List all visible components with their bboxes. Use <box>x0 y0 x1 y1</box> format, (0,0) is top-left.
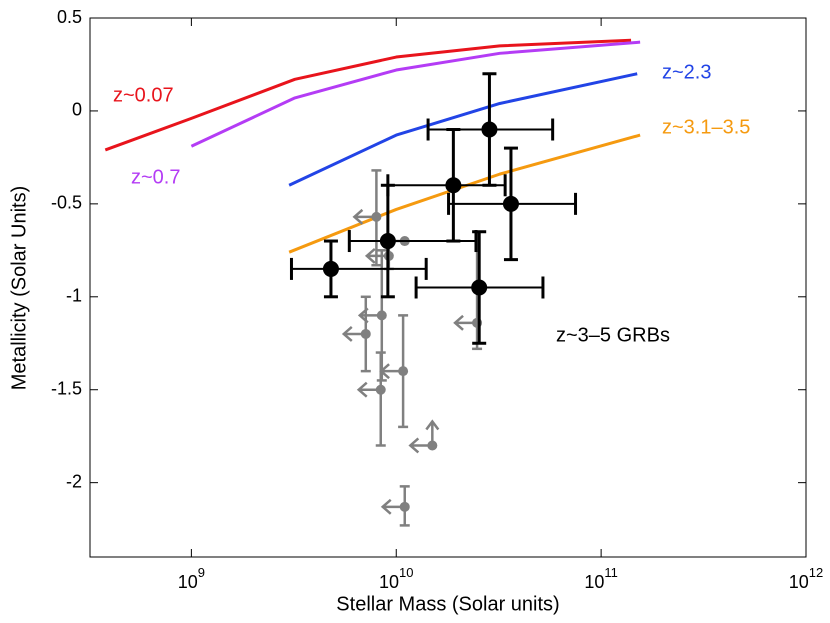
point <box>379 233 396 250</box>
curve <box>104 38 632 152</box>
x-axis-label: Stellar Mass (Solar units) <box>336 593 559 615</box>
point <box>445 177 462 194</box>
y-tick-label: -0.5 <box>51 193 82 213</box>
series-label: z~3.1–3.5 <box>662 116 750 138</box>
series-label: z~3–5 GRBs <box>556 324 670 346</box>
point <box>322 260 339 277</box>
x-tick-label: 1012 <box>789 565 824 591</box>
point <box>399 501 410 512</box>
point <box>360 328 371 339</box>
series-label: z~0.07 <box>113 84 174 106</box>
point <box>371 211 382 222</box>
y-tick-label: -2 <box>66 471 82 491</box>
point <box>471 279 488 296</box>
y-tick-label: -1.5 <box>51 378 82 398</box>
point <box>375 384 386 395</box>
point <box>376 310 387 321</box>
x-tick-label: 109 <box>178 565 205 591</box>
curve <box>288 133 641 254</box>
point <box>427 440 438 451</box>
axes-frame <box>89 17 807 558</box>
curve <box>190 40 641 148</box>
point <box>481 121 498 138</box>
point <box>502 195 519 212</box>
y-axis-label: Metallicity (Solar Units) <box>8 186 30 390</box>
curve <box>288 72 638 187</box>
point <box>398 366 409 377</box>
series-label: z~2.3 <box>662 61 711 83</box>
x-tick-label: 1010 <box>379 565 414 591</box>
x-tick-label: 1011 <box>584 565 618 591</box>
y-tick-label: -1 <box>66 286 82 306</box>
y-tick-label: 0 <box>72 100 82 120</box>
series-label: z~0.7 <box>131 166 180 188</box>
y-tick-label: 0.5 <box>57 7 82 27</box>
